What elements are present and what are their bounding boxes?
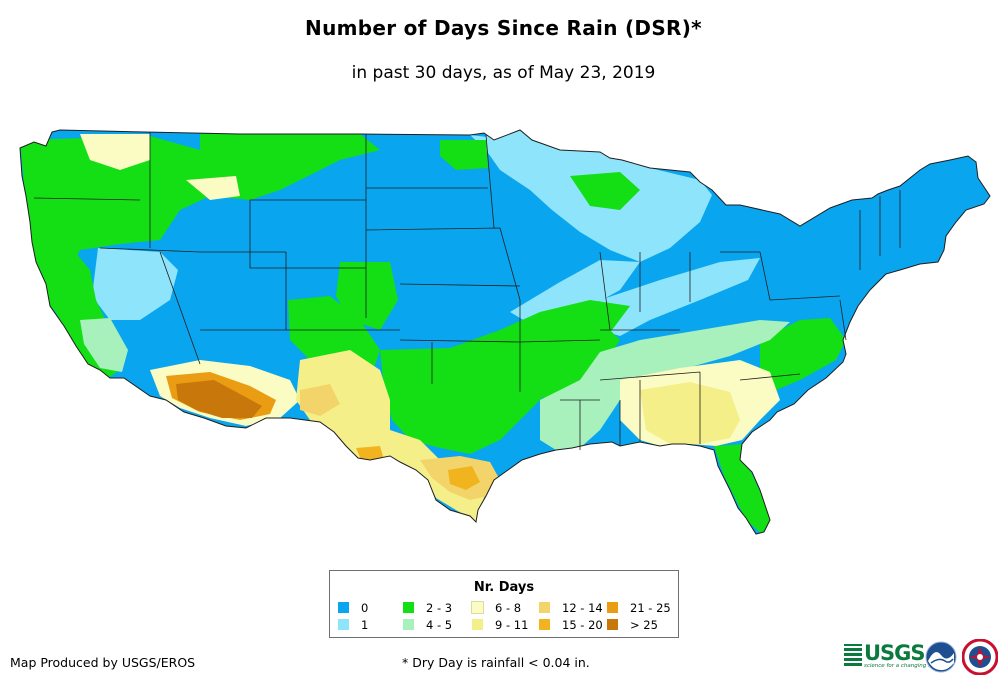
zone-nm-south	[300, 384, 340, 416]
zone-montana	[200, 134, 380, 196]
legend-swatch	[607, 619, 618, 630]
zone-texas-gulf	[448, 466, 480, 490]
legend-item-1: 1	[338, 619, 368, 632]
legend-item-5: 9 - 11	[472, 619, 528, 632]
legend-label: 12 - 14	[562, 601, 603, 615]
legend-item-3: 4 - 5	[403, 619, 452, 632]
footnote-text: * Dry Day is rainfall < 0.04 in.	[402, 655, 590, 670]
state-borders	[33, 132, 901, 450]
legend-swatch	[607, 602, 618, 613]
legend-item-9: > 25	[607, 619, 658, 632]
credit-text: Map Produced by USGS/EROS	[10, 655, 196, 670]
usgs-logo: USGS science for a changing world	[844, 641, 943, 669]
legend-item-2: 2 - 3	[403, 602, 452, 615]
legend-item-4: 6 - 8	[471, 601, 522, 615]
legend-label: 0	[361, 601, 369, 615]
nws-logo-icon	[962, 639, 998, 675]
usgs-tagline: science for a changing world	[864, 663, 944, 669]
zone-mississippi-valley	[540, 320, 790, 450]
state-lines	[33, 132, 901, 450]
zone-florida	[714, 444, 770, 534]
legend: Nr. Days 0 1 2 - 3 4 - 5 6 - 8 9 - 11 12…	[329, 570, 679, 638]
zone-ohio-band	[600, 258, 760, 336]
zone-north-dakota	[440, 140, 488, 170]
legend-label: 2 - 3	[426, 601, 453, 615]
legend-swatch	[403, 602, 414, 613]
zone-upper-michigan	[570, 172, 640, 210]
legend-swatch	[403, 619, 414, 630]
zone-nevada-light	[92, 248, 178, 320]
legend-label: 21 - 25	[630, 601, 671, 615]
legend-swatch	[338, 619, 349, 630]
zone-west-tx-spot	[356, 446, 384, 462]
legend-label: 4 - 5	[426, 618, 453, 632]
legend-item-0: 0	[338, 602, 368, 615]
legend-swatch	[539, 602, 550, 613]
zone-georgia	[640, 382, 740, 444]
legend-label: 15 - 20	[562, 618, 603, 632]
zone-oregon-north	[80, 134, 150, 170]
zone-idaho-south	[186, 176, 240, 200]
map-subtitle: in past 30 days, as of May 23, 2019	[351, 63, 656, 83]
zone-new-mexico	[296, 350, 390, 440]
legend-label: 9 - 11	[495, 618, 529, 632]
legend-swatch	[472, 619, 483, 630]
zone-ca-central	[80, 318, 128, 372]
legend-label: 6 - 8	[495, 601, 522, 615]
usgs-logo-text: USGS	[864, 641, 926, 665]
legend-title: Nr. Days	[473, 580, 535, 595]
legend-item-6: 12 - 14	[539, 602, 603, 615]
usgs-wave-icon	[844, 644, 862, 666]
legend-item-8: 21 - 25	[607, 602, 671, 615]
legend-item-7: 15 - 20	[539, 619, 603, 632]
legend-label: 1	[361, 618, 369, 632]
legend-swatch	[471, 601, 484, 614]
legend-swatch	[338, 602, 349, 613]
dsr-zones	[20, 130, 846, 534]
legend-swatch	[539, 619, 550, 630]
legend-label: > 25	[630, 618, 658, 632]
zone-carolinas	[760, 318, 846, 390]
map-title: Number of Days Since Rain (DSR)*	[305, 16, 702, 40]
noaa-logo-icon	[925, 641, 957, 673]
zone-arizona-south	[176, 380, 262, 418]
zone-colorado-front	[336, 262, 398, 330]
